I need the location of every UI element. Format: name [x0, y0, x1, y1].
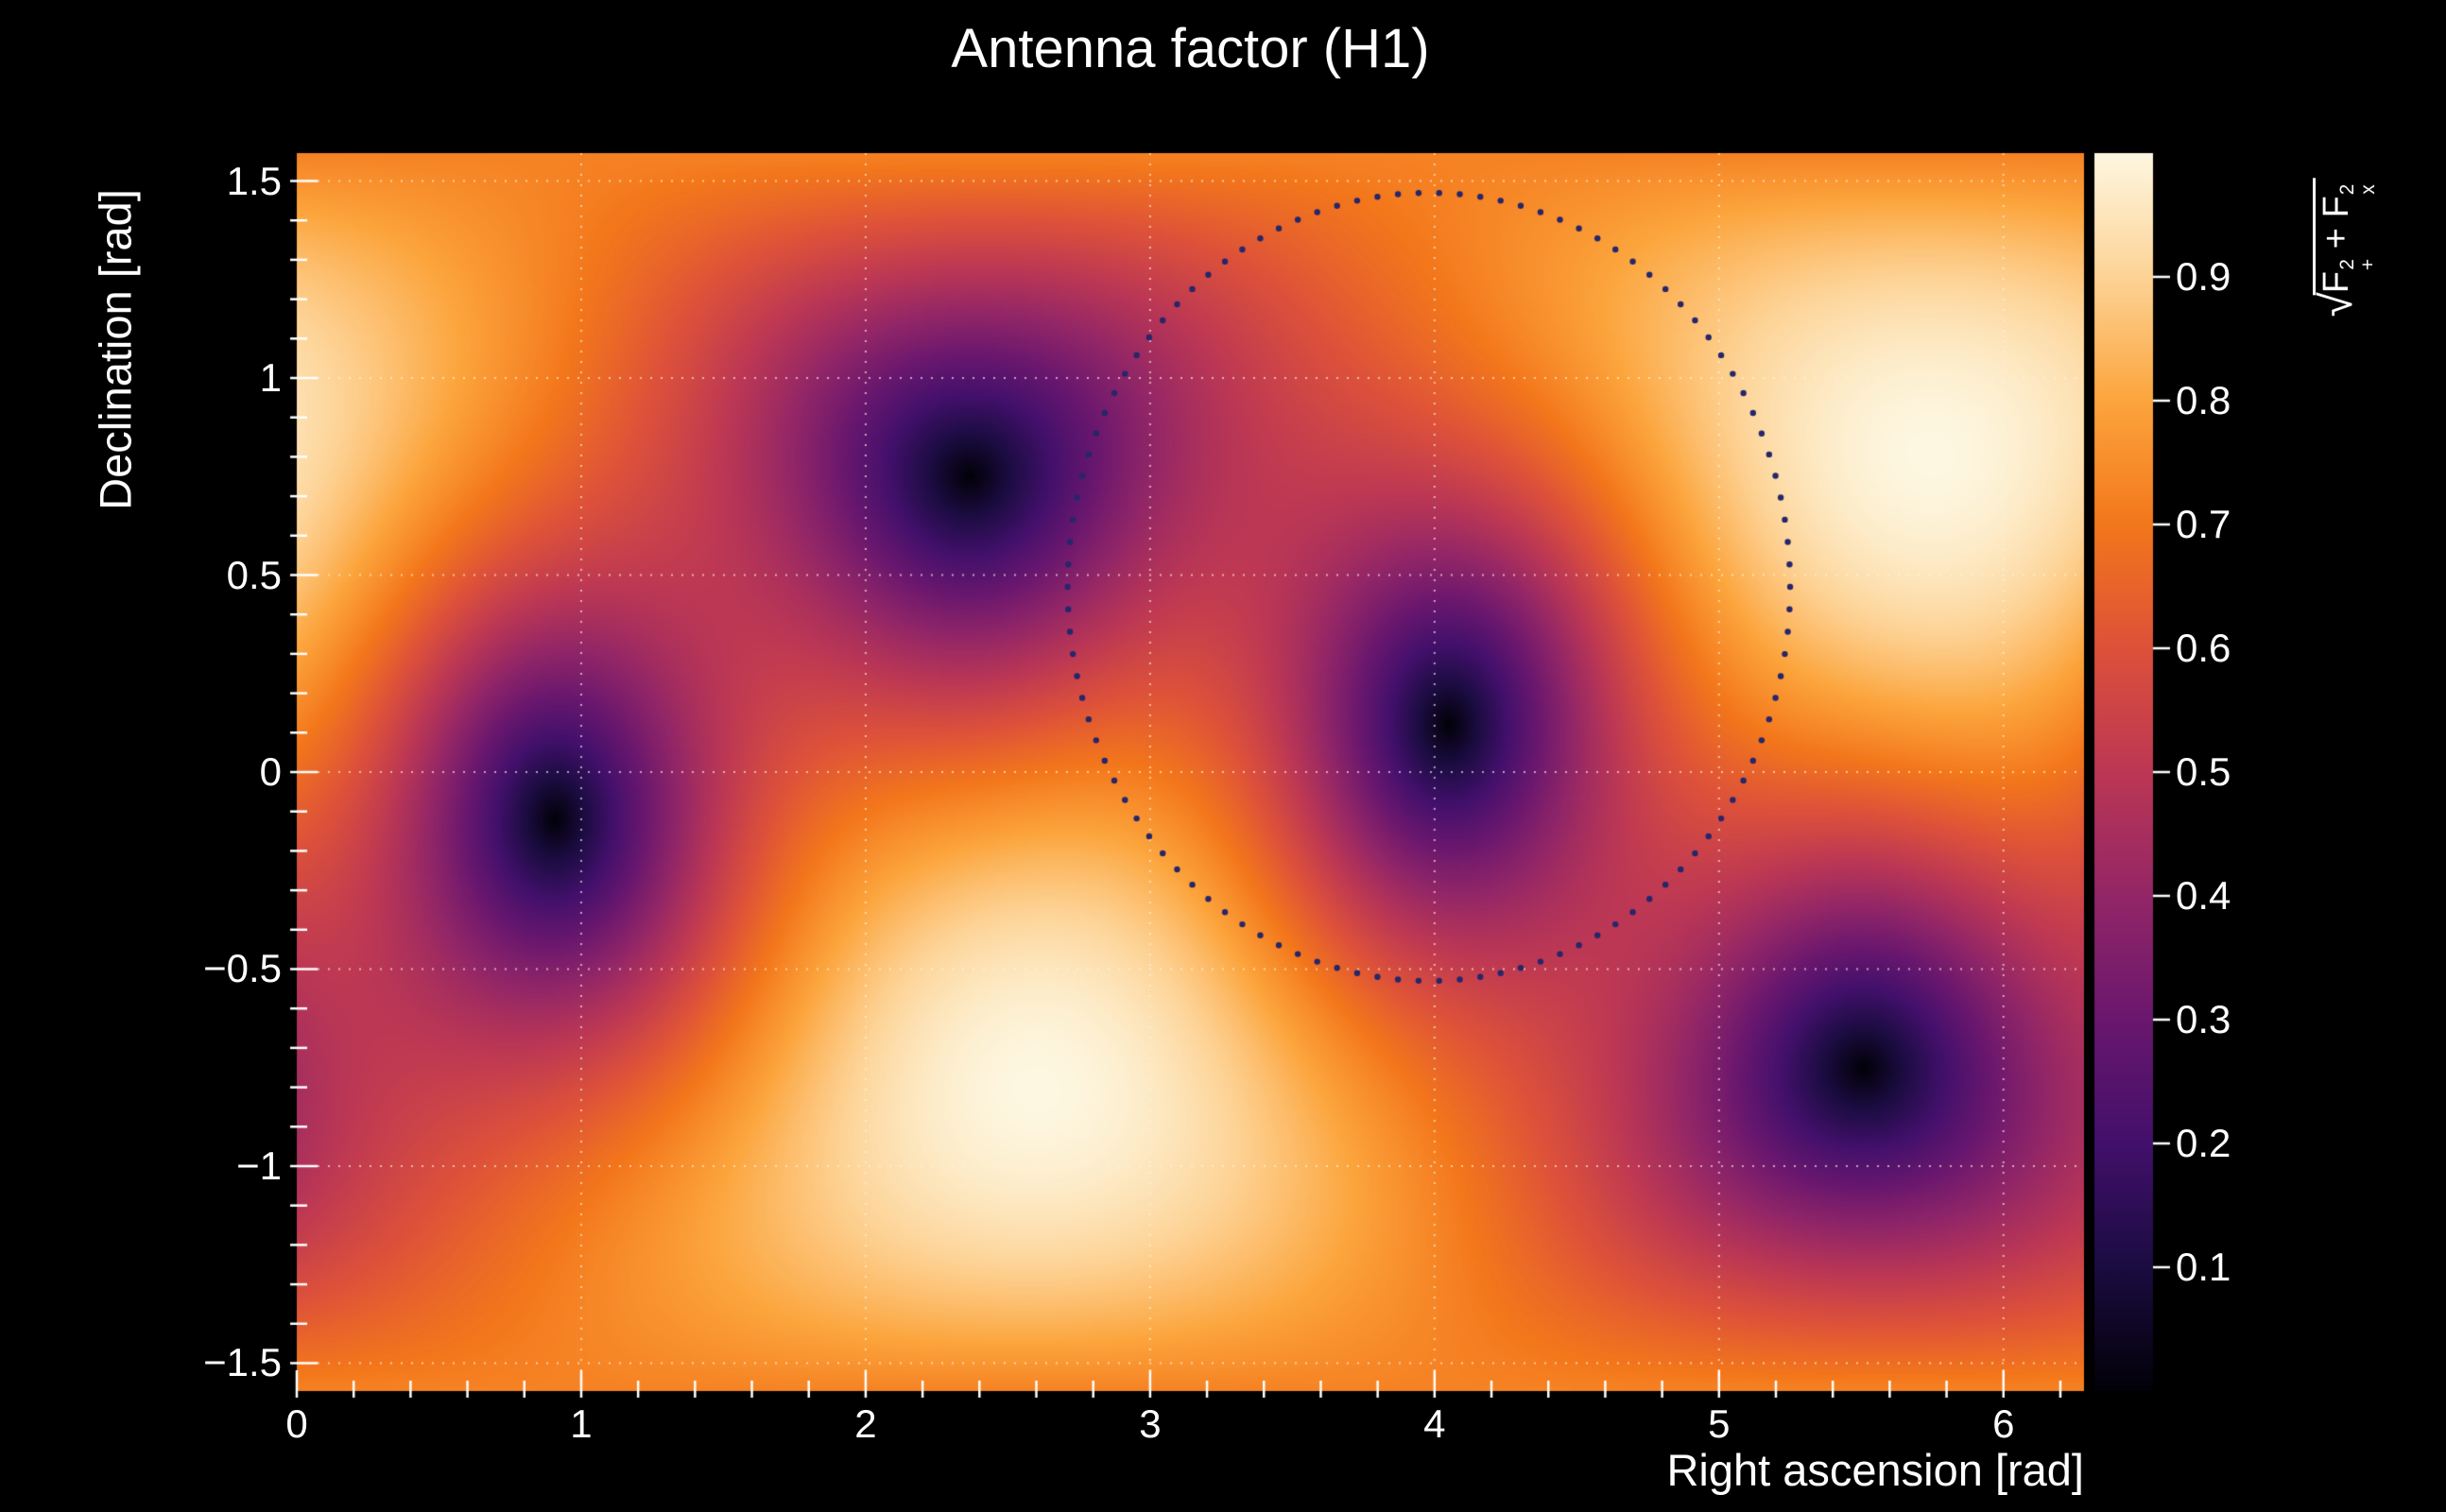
colorbar-tick-label-0.1: 0.1 — [2176, 1245, 2231, 1289]
colorbar-tick-label-0.4: 0.4 — [2176, 873, 2231, 918]
sqrt-radical-icon: √ — [2312, 292, 2363, 318]
colorbar-tick-label-0.6: 0.6 — [2176, 626, 2231, 670]
y-tick-label-1.5: 1.5 — [226, 158, 282, 203]
x-tick-label-4: 4 — [1423, 1401, 1446, 1446]
z-term2-base: F — [2317, 196, 2357, 218]
x-tick-label-5: 5 — [1708, 1401, 1731, 1446]
y-tick-label-−1.5: −1.5 — [203, 1340, 282, 1385]
x-tick-label-6: 6 — [1992, 1401, 2015, 1446]
z-term2-sup: 2 — [2336, 183, 2359, 196]
colorbar-tick-label-0.8: 0.8 — [2176, 378, 2231, 422]
y-tick-label-−0.5: −0.5 — [203, 946, 282, 991]
z-term1-base: F — [2317, 271, 2357, 294]
y-axis-title: Declination [rad] — [90, 189, 141, 510]
z-term1-sub: + — [2357, 258, 2379, 271]
x-tick-label-2: 2 — [854, 1401, 877, 1446]
x-axis-title: Right ascension [rad] — [1666, 1445, 2084, 1495]
colorbar-tick-label-0.7: 0.7 — [2176, 502, 2231, 546]
z-term1-sup: 2 — [2336, 259, 2359, 270]
z-term1-scripts: 2 + — [2336, 258, 2379, 271]
z-plus-sign: + — [2317, 217, 2357, 259]
z-term2-sub: x — [2357, 184, 2379, 195]
colorbar-tick-label-0.2: 0.2 — [2176, 1121, 2231, 1165]
x-tick-label-1: 1 — [570, 1401, 593, 1446]
y-tick-label-1: 1 — [259, 355, 282, 400]
x-tick-label-3: 3 — [1139, 1401, 1162, 1446]
plot-title: Antenna factor (H1) — [951, 18, 1430, 79]
y-tick-label-−1: −1 — [236, 1143, 282, 1188]
colorbar-tick-label-0.9: 0.9 — [2176, 254, 2231, 299]
y-tick-label-0.5: 0.5 — [226, 552, 282, 597]
colorbar-tick-label-0.5: 0.5 — [2176, 749, 2231, 794]
x-tick-label-0: 0 — [285, 1401, 308, 1446]
colorbar-tick-label-0.3: 0.3 — [2176, 997, 2231, 1041]
y-tick-label-0: 0 — [259, 749, 282, 794]
